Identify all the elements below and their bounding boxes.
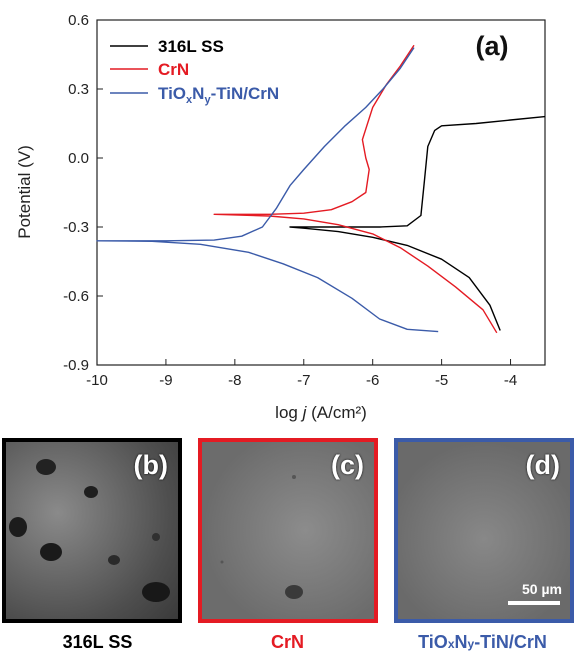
x-tick-label: -5: [435, 372, 448, 389]
pit: [152, 533, 160, 541]
y-tick-label: -0.9: [63, 357, 89, 374]
plot-frame: [96, 19, 546, 366]
series-line-316l-ss: [289, 115, 546, 331]
debris: [292, 475, 296, 479]
y-tick-label: 0.3: [68, 81, 89, 98]
pit: [9, 517, 27, 537]
panel-tag-d: (d): [525, 450, 560, 480]
series-line-tioxny-tin-crn: [96, 47, 439, 333]
x-tick-label: -8: [228, 372, 241, 389]
legend-label-crn: CrN: [158, 60, 189, 79]
y-tick-label: -0.3: [63, 219, 89, 236]
legend-label-316l: 316L SS: [158, 37, 224, 56]
legend-label-tioxny: TiOxNy-TiN/CrN: [158, 84, 279, 106]
x-axis-ticks: -10 -9 -8 -7 -6 -5 -4: [86, 359, 517, 389]
y-axis-ticks: -0.9 -0.6 -0.3 0.0 0.3 0.6: [63, 12, 103, 374]
micrograph-tioxny: (d) 50 µm: [394, 438, 574, 623]
pit: [142, 582, 170, 602]
polarization-chart: -10 -9 -8 -7 -6 -5 -4 -0.9 -0.6 -0.3 0.0 0.3 0.6 lo…: [15, 12, 546, 422]
micrograph-texture: [220, 475, 303, 599]
debris: [285, 585, 303, 599]
y-tick-label: -0.6: [63, 288, 89, 305]
micrograph-316l: (b): [2, 438, 182, 623]
pit: [108, 555, 120, 565]
pit: [40, 543, 62, 561]
x-tick-label: -7: [297, 372, 310, 389]
scale-bar-label: 50 µm: [522, 581, 562, 597]
scale-bar: [508, 601, 560, 605]
series-layer: [96, 44, 546, 334]
panel-tag-b: (b): [133, 450, 168, 480]
pit: [84, 486, 98, 498]
x-axis-title: log j (A/cm²): [275, 403, 367, 422]
x-tick-label: -4: [504, 372, 517, 389]
micrograph-crn: (c): [198, 438, 378, 623]
debris: [220, 560, 224, 564]
x-tick-label: -9: [159, 372, 172, 389]
caption-crn: CrN: [270, 632, 304, 652]
pit: [36, 459, 56, 475]
caption-tioxny: TiOxNy-TiN/CrN: [418, 632, 547, 652]
legend: 316L SS CrN TiOxNy-TiN/CrN: [110, 37, 279, 106]
x-tick-label: -10: [86, 372, 108, 389]
series-line-crn: [213, 44, 498, 334]
panel-tag-c: (c): [331, 450, 364, 480]
y-axis-title: Potential (V): [15, 145, 34, 239]
micrograph-texture: [9, 459, 170, 602]
panel-tag-a: (a): [476, 31, 509, 61]
y-tick-label: 0.6: [68, 12, 89, 29]
caption-316l: 316L SS: [62, 632, 133, 652]
y-tick-label: 0.0: [68, 150, 89, 167]
x-tick-label: -6: [366, 372, 379, 389]
